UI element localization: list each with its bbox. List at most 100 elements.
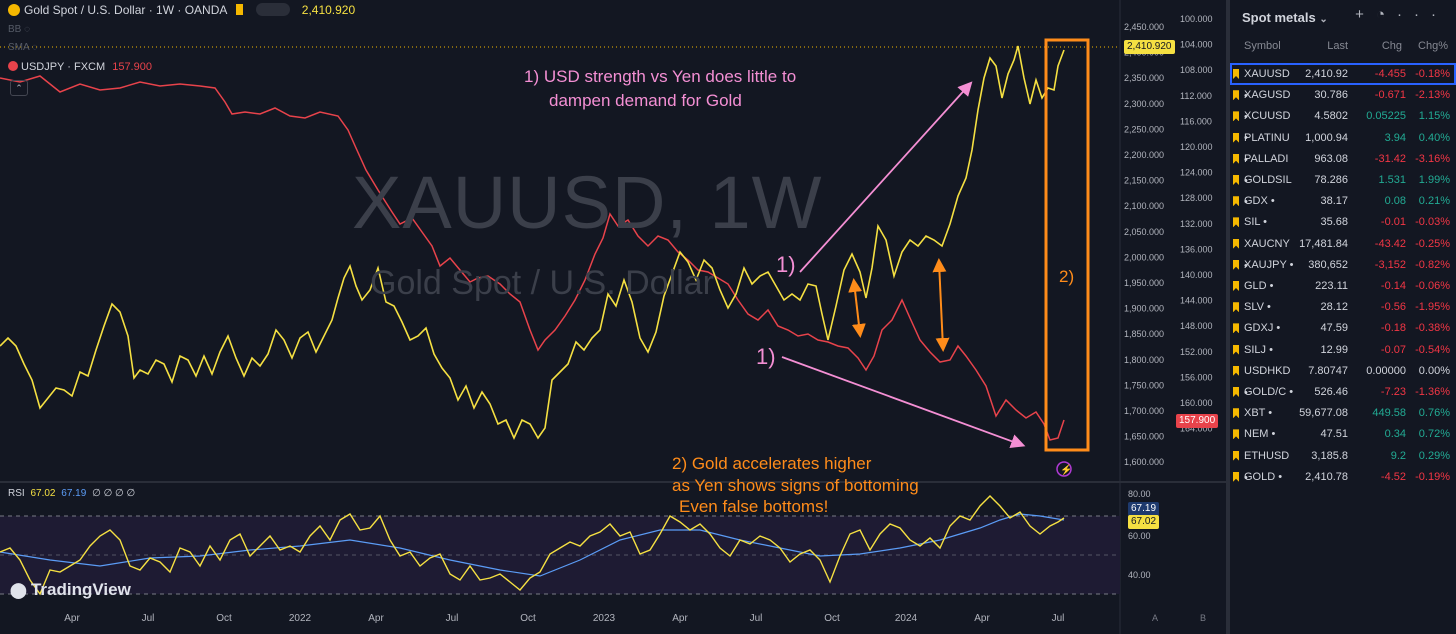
tradingview-logo[interactable]: ⬤ TradingView	[10, 580, 131, 600]
bb-indicator[interactable]: BB ◌	[8, 24, 30, 35]
flag-icon[interactable]	[1233, 196, 1239, 207]
row-symbol: GOLDSIL •	[1244, 174, 1292, 208]
row-symbol: GDX •	[1244, 195, 1275, 208]
flag-icon[interactable]	[1233, 387, 1239, 397]
flag-icon[interactable]	[1233, 344, 1239, 355]
jpy-tick: 112.000	[1180, 91, 1212, 101]
chart-canvas[interactable]: ⚡ 2,450.0002,400.0002,350.0002,300.0002,…	[0, 0, 1226, 634]
flag-icon[interactable]	[1233, 111, 1239, 122]
row-last: 28.12	[1320, 301, 1348, 314]
row-chgp: -1.95%	[1415, 301, 1450, 314]
watchlist-row[interactable]: PLATINU • 1,000.94 3.94 0.40%	[1230, 127, 1456, 166]
jpy-tick: 104.000	[1180, 40, 1213, 50]
flag-icon[interactable]	[1233, 217, 1239, 228]
watchlist-row[interactable]: SILJ • 12.99 -0.07 -0.54%	[1230, 339, 1456, 361]
col-last[interactable]: Last	[1327, 40, 1348, 52]
row-chgp: -0.25%	[1415, 237, 1450, 250]
jpy-tick: 128.000	[1180, 193, 1213, 203]
compare-legend[interactable]: USDJPY · FXCM 157.900	[8, 61, 152, 73]
watchlist-row[interactable]: GDX • 38.17 0.08 0.21%	[1230, 190, 1456, 212]
flag-icon[interactable]	[1233, 238, 1239, 249]
chart-area[interactable]: ⚡ 2,450.0002,400.0002,350.0002,300.0002,…	[0, 0, 1226, 634]
jpy-axis[interactable]: 100.000 104.000 108.000 112.000 116.000 120.0…	[1180, 14, 1213, 434]
jpy-tick: 156.000	[1180, 372, 1213, 382]
watchlist-row[interactable]: XAGUSD • 30.786 -0.671 -2.13%	[1230, 84, 1456, 123]
jpy-tick: 144.000	[1180, 296, 1213, 306]
session-toggle[interactable]	[256, 3, 291, 16]
auto-scale-b[interactable]: B	[1200, 613, 1206, 623]
row-last: 47.59	[1320, 322, 1348, 335]
row-chgp: 0.76%	[1418, 407, 1450, 420]
chevron-down-icon[interactable]: ⌄	[1319, 14, 1328, 25]
watchlist-row[interactable]: GOLD • 2,410.78 -4.52 -0.19%	[1230, 466, 1456, 488]
lightning-icon[interactable]	[1056, 461, 1072, 477]
xauusd-series	[0, 45, 1065, 440]
collapse-legend-button[interactable]: ⌃	[10, 80, 28, 96]
flag-icon[interactable]	[1233, 153, 1239, 164]
watchlist-row[interactable]: XAUCNY • 17,481.84 -43.42 -0.25%	[1230, 233, 1456, 272]
flag-icon[interactable]	[1233, 175, 1239, 185]
row-symbol: GLD •	[1244, 280, 1274, 292]
col-symbol[interactable]: Symbol	[1244, 40, 1281, 52]
flag-icon[interactable]	[1233, 259, 1239, 270]
flag-icon[interactable]	[1233, 365, 1239, 376]
flag-icon[interactable]	[1233, 323, 1239, 334]
time-tick: 2023	[593, 613, 616, 624]
watchlist-row[interactable]: GOLDSIL • 78.286 1.531 1.99%	[1230, 169, 1456, 208]
jpy-tick: 160.000	[1180, 398, 1213, 408]
eye-off-icon[interactable]: ◌	[31, 42, 38, 53]
watchlist-row[interactable]: GDXJ • 47.59 -0.18 -0.38%	[1230, 317, 1456, 339]
watchlist-row[interactable]: ETHUSD • 3,185.8 9.2 0.29%	[1230, 445, 1456, 484]
watchlist-row[interactable]: USDHKD • 7.80747 0.00000 0.00%	[1230, 360, 1456, 399]
flag-icon[interactable]	[1233, 471, 1239, 482]
watchlist-row[interactable]: XCUUSD • 4.5802 0.05225 1.15%	[1230, 105, 1456, 144]
eye-off-icon[interactable]: ◌	[24, 24, 31, 35]
flag-icon[interactable]	[236, 4, 244, 15]
row-chg: -0.56	[1380, 301, 1406, 314]
col-chgp[interactable]: Chg%	[1418, 40, 1448, 52]
watchlist-panel[interactable]: Spot metals ⌄ +◔··· Symbol Last Chg Chg%…	[1226, 0, 1456, 634]
annotation-2-line1: 2) Gold accelerates higher	[672, 454, 872, 473]
add-icon[interactable]: +	[1355, 6, 1376, 23]
price-axis[interactable]: 2,450.0002,400.0002,350.0002,300.0002,25…	[1124, 22, 1164, 467]
tv-icon: ⬤	[10, 582, 31, 599]
flag-icon[interactable]	[1233, 281, 1239, 291]
label-2-box: 2)	[1059, 267, 1075, 286]
main-legend[interactable]: Gold Spot / U.S. Dollar · 1W · OANDA 2,4…	[8, 3, 355, 17]
watchlist-row[interactable]: PALLADI • 963.08 -31.42 -3.16%	[1230, 148, 1456, 187]
watchlist-row[interactable]: XBT • 59,677.08 449.58 0.76%	[1230, 402, 1456, 424]
flag-icon[interactable]	[1233, 408, 1239, 419]
flag-icon[interactable]	[1233, 132, 1239, 143]
row-chgp: 0.72%	[1418, 428, 1450, 441]
time-axis[interactable]: Apr Jul Oct 2022 Apr Jul Oct 2023 Apr Jul Oct 2024 A…	[64, 613, 1064, 624]
watchlist-row[interactable]: GLD • 223.11 -0.14 -0.06%	[1230, 275, 1456, 297]
auto-scale-a[interactable]: A	[1152, 613, 1158, 623]
rsi-legend[interactable]: RSI 67.02 67.19 ∅ ∅ ∅ ∅	[8, 488, 135, 499]
watchlist-row[interactable]: NEM • 47.51 0.34 0.72%	[1230, 423, 1456, 445]
row-chgp: -0.82%	[1415, 258, 1450, 271]
row-symbol: XCUUSD •	[1244, 110, 1291, 145]
flag-icon[interactable]	[1233, 450, 1239, 461]
flag-icon[interactable]	[1233, 429, 1239, 440]
watchlist-row[interactable]: XAUUSD • 2,410.92 -4.455 -0.18%	[1230, 63, 1456, 102]
watchlist-title[interactable]: Spot metals ⌄	[1242, 10, 1328, 25]
row-chgp: -3.16%	[1415, 152, 1450, 165]
watchlist-row[interactable]: GOLD/C • 526.46 -7.23 -1.36%	[1230, 381, 1456, 403]
col-chg[interactable]: Chg	[1381, 40, 1402, 52]
flag-icon[interactable]	[1233, 90, 1239, 101]
row-chg: -0.18	[1380, 322, 1406, 335]
bb-label: BB	[8, 24, 22, 35]
row-symbol: PLATINU •	[1244, 131, 1290, 166]
watchlist-row[interactable]: SLV • 28.12 -0.56 -1.95%	[1230, 296, 1456, 318]
row-last: 2,410.92	[1305, 68, 1348, 80]
jpy-tick: 140.000	[1180, 270, 1213, 280]
flag-icon[interactable]	[1233, 302, 1239, 313]
row-chg: -0.07	[1380, 343, 1406, 356]
price-tick: 1,650.000	[1124, 432, 1164, 442]
watchlist-row[interactable]: SIL • 35.68 -0.01 -0.03%	[1230, 211, 1456, 233]
advanced-view-icon[interactable]: ◔	[1375, 6, 1397, 23]
watchlist-row[interactable]: XAUJPY • 380,652 -3,152 -0.82%	[1230, 254, 1456, 276]
flag-icon[interactable]	[1233, 69, 1239, 79]
more-icon[interactable]: ···	[1397, 6, 1448, 23]
sma-indicator[interactable]: SMA ◌	[8, 42, 38, 53]
